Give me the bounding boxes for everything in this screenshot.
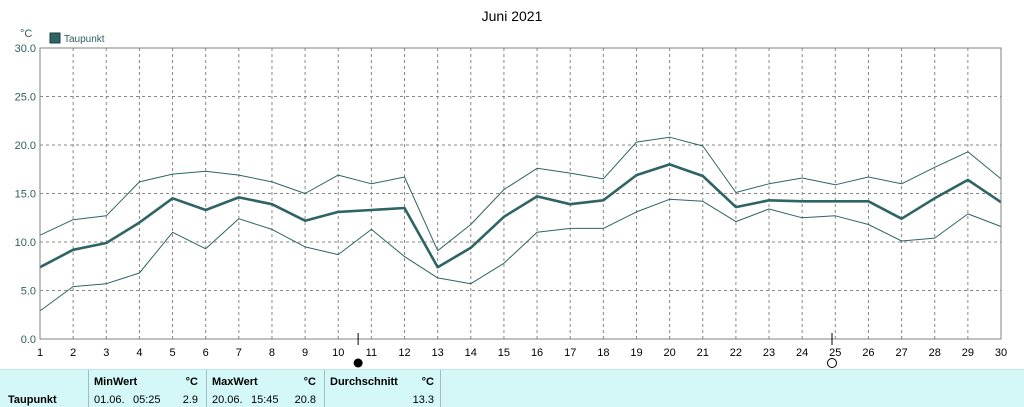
avg-value: 13.3 bbox=[412, 394, 434, 406]
x-tick-label: 22 bbox=[730, 347, 742, 359]
y-tick-label: 10.0 bbox=[15, 237, 36, 249]
x-tick-label: 3 bbox=[103, 347, 109, 359]
x-tick-label: 2 bbox=[70, 347, 76, 359]
avg-unit: °C bbox=[421, 376, 434, 388]
x-tick-label: 25 bbox=[829, 347, 841, 359]
max-cell: MaxWert °C 20.06. 15:45 20.8 bbox=[206, 370, 325, 407]
max-time: 15:45 bbox=[251, 394, 279, 406]
series-lines bbox=[39, 136, 1002, 312]
grid bbox=[40, 48, 1001, 339]
full-moon-icon bbox=[826, 358, 837, 368]
max-value: 20.8 bbox=[294, 394, 316, 406]
x-tick-label: 11 bbox=[366, 347, 377, 359]
chart: Juni 2021 °C Taupunkt 0.05.010.015.020.0… bbox=[15, 8, 1007, 368]
x-tick-label: 16 bbox=[531, 347, 543, 359]
x-tick-label: 20 bbox=[663, 347, 675, 359]
y-axis-unit: °C bbox=[20, 28, 32, 40]
avg-cell: Durchschnitt °C 13.3 bbox=[324, 370, 441, 407]
x-tick-label: 5 bbox=[169, 347, 175, 359]
y-tick-label: 25.0 bbox=[15, 92, 36, 104]
min-unit: °C bbox=[185, 376, 198, 388]
x-tick-label: 18 bbox=[597, 347, 609, 359]
x-tick-label: 27 bbox=[895, 347, 907, 359]
y-tick-label: 15.0 bbox=[15, 189, 36, 201]
x-tick-label: 8 bbox=[269, 347, 275, 359]
chart-title: Juni 2021 bbox=[482, 8, 543, 24]
series-line-max bbox=[39, 136, 1002, 252]
x-tick-label: 7 bbox=[236, 347, 242, 359]
moon-markers bbox=[353, 333, 837, 368]
legend-label: Taupunkt bbox=[64, 34, 105, 45]
series-line-min bbox=[39, 198, 1002, 312]
stats-row-label: Taupunkt bbox=[8, 394, 57, 406]
max-unit: °C bbox=[303, 376, 316, 388]
max-date: 20.06. bbox=[212, 394, 243, 406]
min-header: MinWert bbox=[94, 376, 138, 388]
x-tick-label: 28 bbox=[929, 347, 941, 359]
x-tick-label: 19 bbox=[630, 347, 642, 359]
x-tick-label: 26 bbox=[862, 347, 874, 359]
legend-swatch bbox=[49, 32, 61, 44]
new-moon-icon bbox=[353, 358, 363, 368]
x-tick-label: 29 bbox=[962, 347, 974, 359]
x-tick-label: 15 bbox=[498, 347, 510, 359]
min-cell: MinWert °C 01.06. 05:25 2.9 bbox=[88, 370, 207, 407]
x-tick-label: 1 bbox=[37, 347, 43, 359]
plot-frame bbox=[39, 47, 1002, 340]
stats-row-label-cell: Taupunkt bbox=[0, 370, 89, 407]
min-time: 05:25 bbox=[133, 394, 161, 406]
x-tick-label: 4 bbox=[136, 347, 142, 359]
y-tick-label: 0.0 bbox=[21, 334, 36, 346]
x-tick-label: 10 bbox=[332, 347, 344, 359]
x-tick-label: 17 bbox=[564, 347, 576, 359]
x-tick-label: 13 bbox=[432, 347, 444, 359]
x-tick-label: 30 bbox=[995, 347, 1007, 359]
y-tick-label: 20.0 bbox=[15, 140, 36, 152]
min-value: 2.9 bbox=[182, 394, 198, 406]
stats-footer: Taupunkt MinWert °C 01.06. 05:25 2.9 Max… bbox=[0, 369, 1024, 407]
x-tick-label: 9 bbox=[302, 347, 308, 359]
x-tick-label: 6 bbox=[203, 347, 209, 359]
series-line-mean bbox=[39, 163, 1002, 269]
x-tick-label: 24 bbox=[796, 347, 808, 359]
x-tick-label: 21 bbox=[697, 347, 709, 359]
x-tick-label: 14 bbox=[465, 347, 477, 359]
x-axis-ticks: 1 2 3 4 5 6 7 8 9 10 11 12 13 14 15 16 17 18 19 20 21 22 23 24 2… bbox=[37, 347, 1007, 359]
y-tick-label: 5.0 bbox=[21, 286, 36, 298]
max-header: MaxWert bbox=[212, 376, 258, 388]
x-tick-label: 12 bbox=[398, 347, 410, 359]
x-tick-label: 23 bbox=[763, 347, 775, 359]
min-date: 01.06. bbox=[94, 394, 125, 406]
avg-header: Durchschnitt bbox=[330, 376, 398, 388]
y-tick-label: 30.0 bbox=[15, 43, 36, 55]
y-axis-ticks: 0.0 5.0 10.0 15.0 20.0 25.0 30.0 bbox=[15, 43, 36, 346]
